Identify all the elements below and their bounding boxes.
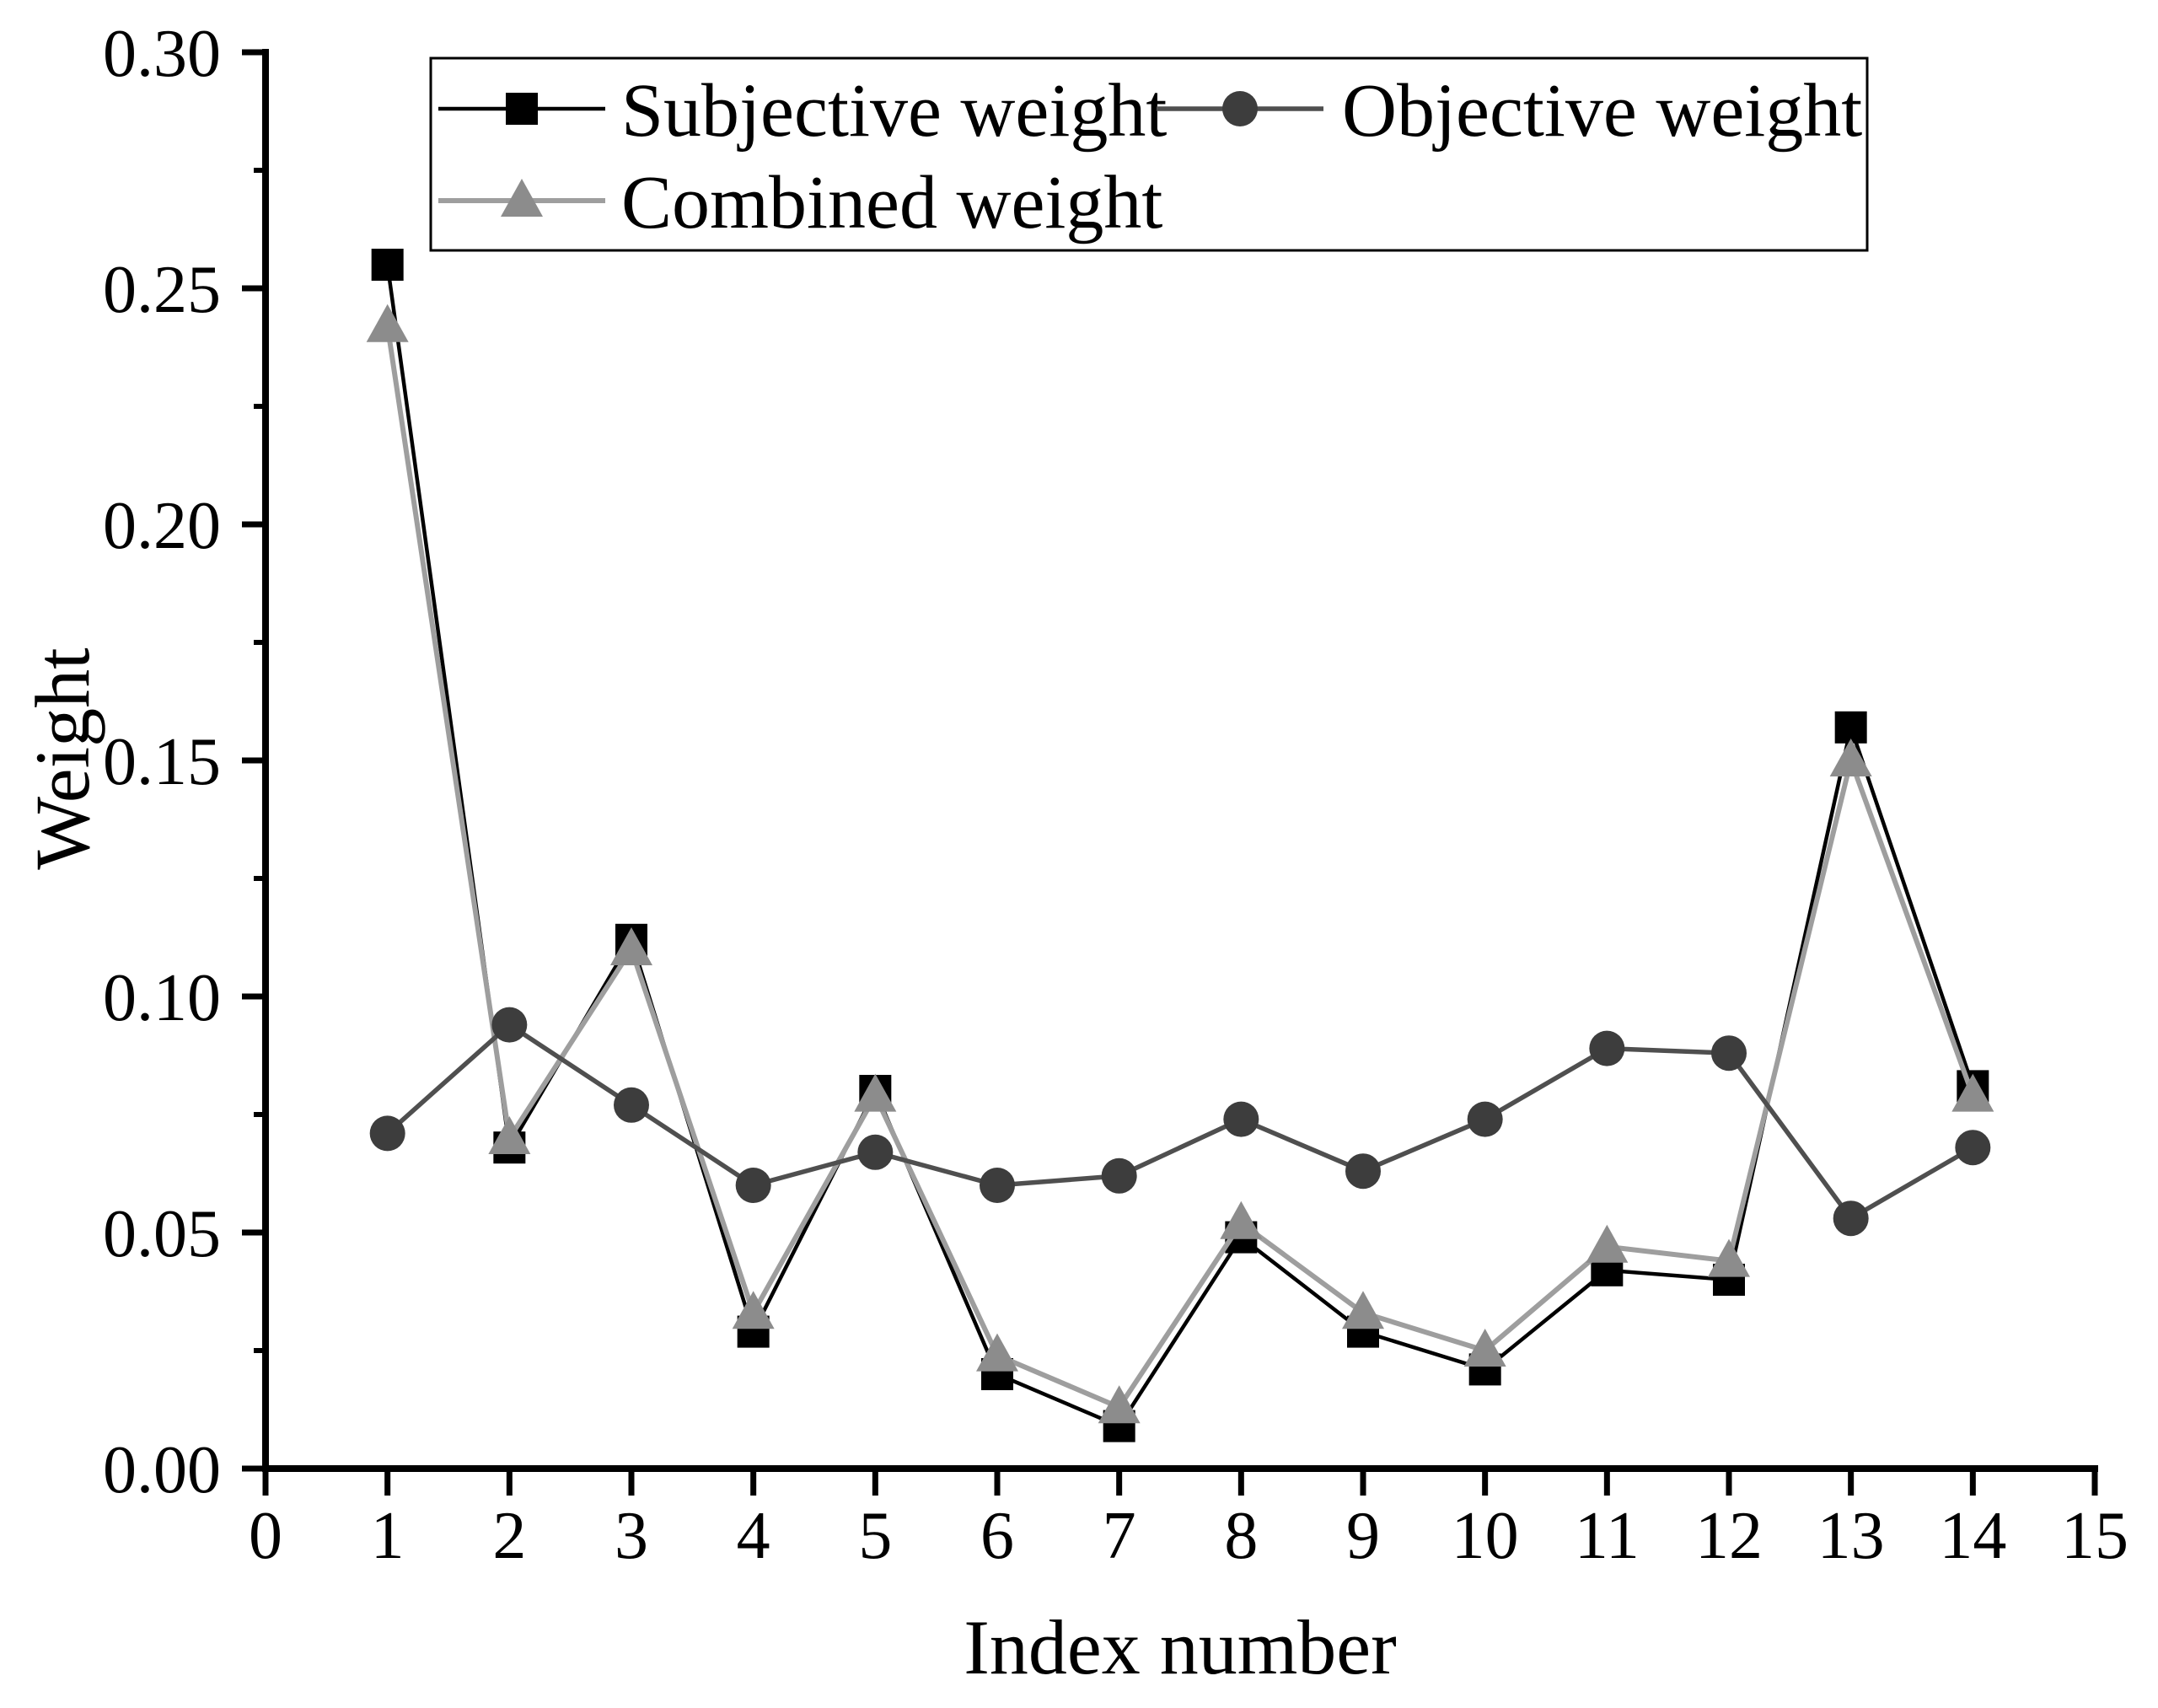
data-point-marker <box>735 1168 771 1203</box>
series-line <box>385 1022 1974 1222</box>
legend-box <box>429 56 1869 252</box>
data-point-marker <box>1711 1035 1747 1072</box>
series-objective-weight <box>369 1007 1991 1237</box>
x-tick-label: 10 <box>1452 1499 1519 1573</box>
y-tick-label: 0.30 <box>103 17 221 91</box>
data-point-marker <box>1101 1157 1137 1194</box>
data-point-marker <box>1829 739 1872 776</box>
y-tick-label: 0.00 <box>103 1433 221 1507</box>
x-tick-label: 2 <box>492 1499 526 1573</box>
data-point-marker <box>1223 1101 1259 1137</box>
legend-item-label: Objective weight <box>1342 69 1862 153</box>
data-point-marker <box>610 927 652 965</box>
data-point-marker <box>1342 1291 1384 1329</box>
x-tick-label: 7 <box>1103 1499 1136 1573</box>
data-point-marker <box>854 1073 897 1112</box>
y-tick-label: 0.05 <box>103 1197 221 1271</box>
legend-item-combined-weight: Combined weight <box>438 161 1162 244</box>
x-axis-title: Index number <box>964 1604 1397 1690</box>
x-tick-label: 4 <box>737 1499 770 1573</box>
data-point-marker <box>1834 711 1867 744</box>
legend-item-subjective-weight: Subjective weight <box>438 69 1167 153</box>
series-layer <box>366 249 1994 1442</box>
x-tick-label: 15 <box>2061 1499 2128 1573</box>
data-point-marker <box>1589 1030 1625 1066</box>
data-point-marker <box>980 1168 1015 1203</box>
legend-circle-icon <box>1222 91 1258 126</box>
data-point-marker <box>1345 1153 1381 1190</box>
x-tick-label: 14 <box>1939 1499 2006 1573</box>
legend-item-label: Combined weight <box>621 161 1162 244</box>
series-line <box>384 325 1976 1410</box>
series-combined-weight <box>366 303 1994 1424</box>
data-point-marker <box>1220 1200 1263 1239</box>
data-point-marker <box>976 1333 1018 1372</box>
data-point-marker <box>1951 1073 1994 1112</box>
legend-triangle-icon <box>501 179 543 217</box>
x-tick-label: 5 <box>858 1499 892 1573</box>
x-tick-label: 0 <box>249 1499 282 1573</box>
y-tick-label: 0.20 <box>103 489 221 563</box>
data-point-marker <box>369 1115 405 1152</box>
x-tick-label: 11 <box>1575 1499 1640 1573</box>
data-point-marker <box>1467 1101 1503 1137</box>
data-point-marker <box>857 1134 894 1170</box>
x-tick-label: 12 <box>1695 1499 1763 1573</box>
y-tick-label: 0.10 <box>103 961 221 1035</box>
x-tick-label: 8 <box>1224 1499 1258 1573</box>
data-point-marker <box>1708 1238 1750 1277</box>
x-tick-label: 13 <box>1817 1499 1885 1573</box>
data-point-marker <box>366 303 409 342</box>
x-tick-label: 9 <box>1346 1499 1380 1573</box>
series-subjective-weight <box>371 249 1989 1442</box>
x-tick-label: 3 <box>615 1499 648 1573</box>
data-point-marker <box>1586 1224 1629 1263</box>
axis-frame <box>262 49 2098 1472</box>
data-point-marker <box>371 249 404 281</box>
legend-item-label: Subjective weight <box>621 69 1167 153</box>
data-point-marker <box>488 1116 531 1154</box>
y-axis-title: Weight <box>19 647 105 870</box>
axes-layer: 0.000.050.100.150.200.250.300 1 2 3 4 5 6 7 8 9 10… <box>103 17 2128 1573</box>
x-tick-label: 1 <box>371 1499 405 1573</box>
data-point-marker <box>1463 1329 1506 1367</box>
data-point-marker <box>1955 1130 1991 1166</box>
legend: Subjective weight Objective weight Combine… <box>429 56 1869 252</box>
legend-square-icon <box>506 93 538 125</box>
data-point-marker <box>1833 1200 1869 1237</box>
legend-item-objective-weight: Objective weight <box>1157 69 1862 153</box>
data-point-marker <box>491 1007 528 1043</box>
data-point-marker <box>732 1291 775 1329</box>
data-point-marker <box>1098 1385 1141 1424</box>
y-tick-label: 0.15 <box>103 725 221 799</box>
x-tick-label: 6 <box>980 1499 1014 1573</box>
y-tick-label: 0.25 <box>103 253 221 327</box>
data-point-marker <box>614 1087 649 1123</box>
